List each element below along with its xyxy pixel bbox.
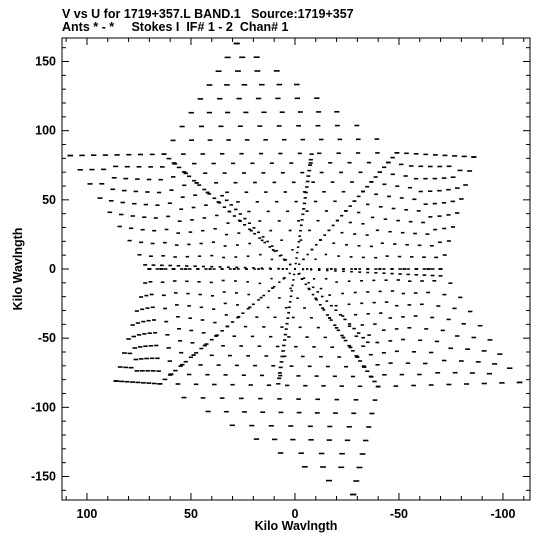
chart-subtitle: Ants * - * Stokes I IF# 1 - 2 Chan# 1 (62, 20, 289, 34)
y-tick-label: -150 (31, 469, 56, 483)
y-axis-title: Kilo Wavlngth (11, 228, 25, 311)
x-tick-label: 50 (184, 507, 198, 521)
x-tick-label: 100 (77, 507, 98, 521)
x-axis-title: Kilo Wavlngth (255, 519, 338, 533)
x-tick-label: 0 (291, 507, 298, 521)
x-tick-label: -100 (490, 507, 515, 521)
uv-points-layer (67, 42, 523, 496)
y-tick-label: 0 (49, 262, 56, 276)
y-tick-label: 100 (35, 124, 56, 138)
y-tick-label: -100 (31, 400, 56, 414)
y-tick-label: 50 (42, 193, 56, 207)
x-tick-label: -50 (390, 507, 408, 521)
chart-title: V vs U for 1719+357.L BAND.1 Source:1719… (62, 7, 354, 21)
y-tick-label: -50 (38, 331, 56, 345)
y-tick-label: 150 (35, 55, 56, 69)
axis-ticks-layer: 100 50 0 -50 -100 -150 -100 -50 0 50 100 150 (31, 38, 530, 521)
